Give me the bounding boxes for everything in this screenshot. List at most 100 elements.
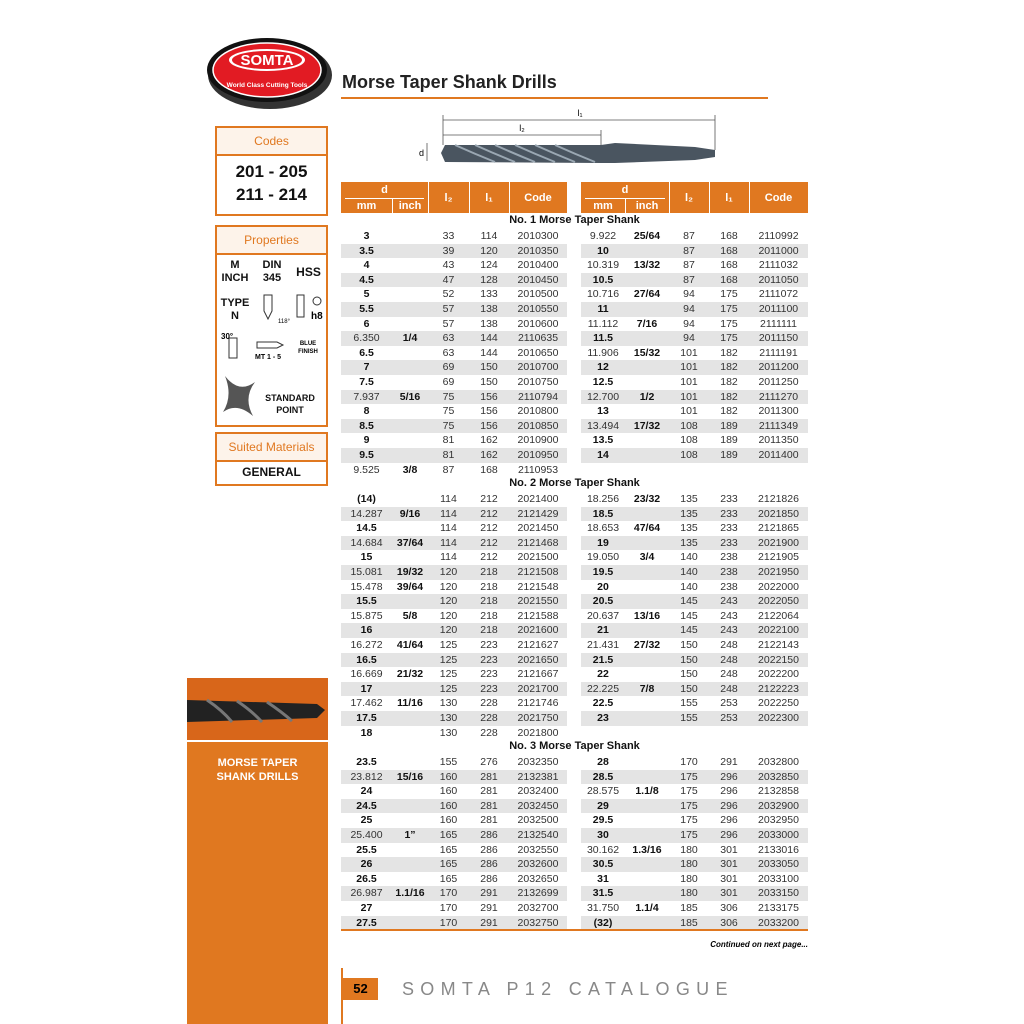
table-cell: 2021450: [517, 522, 559, 535]
section-title: No. 3 Morse Taper Shank: [509, 740, 640, 752]
table-cell: 185: [680, 902, 698, 914]
table-cell: 140: [680, 551, 698, 564]
table-cell: 238: [720, 580, 738, 593]
table-cell: 2022250: [758, 697, 799, 710]
row-band: [581, 331, 808, 346]
row-band: [341, 565, 567, 580]
table-cell: 175: [720, 317, 738, 330]
title-rule: [341, 97, 768, 99]
table-cell: 4.5: [359, 273, 374, 286]
drill-diagram: l₁ l₂ d: [419, 108, 716, 163]
side-label: MORSE TAPER: [217, 757, 298, 769]
prop-inch: INCH: [221, 272, 249, 284]
table-cell: 23: [597, 712, 609, 724]
table-cell: 2010650: [517, 346, 559, 359]
table-cell: 24.5: [356, 799, 377, 812]
row-band: [341, 886, 567, 901]
table-cell: 25/64: [633, 230, 661, 242]
table-cell: 1”: [404, 829, 416, 841]
table-cell: 19.5: [592, 566, 614, 578]
dim-l1: l₁: [577, 108, 582, 118]
prop-point: STANDARD: [265, 393, 315, 403]
table-cell: 13: [597, 405, 609, 418]
table-cell: 28.5: [592, 770, 614, 783]
table-cell: 165: [439, 829, 458, 841]
header-divider: [625, 199, 626, 213]
header-rule: [345, 198, 424, 199]
table-cell: 2032900: [758, 799, 799, 812]
table-cell: 138: [480, 303, 498, 315]
row-band: [341, 389, 567, 405]
table-cell: 175: [680, 770, 698, 783]
page-number: 52: [343, 978, 378, 1000]
table-cell: 168: [720, 230, 738, 242]
table-cell: 10: [597, 244, 609, 257]
section-title: No. 1 Morse Taper Shank: [509, 214, 640, 226]
row-band: [581, 243, 808, 259]
table-cell: 6: [363, 317, 370, 330]
prop-taper-angle: 30°: [221, 332, 233, 341]
table-cell: 69: [442, 361, 455, 374]
table-cell: 2022200: [758, 668, 799, 681]
table-cell: 2133016: [758, 843, 799, 856]
table-cell: 52: [442, 288, 455, 301]
table-cell: 1.3/16: [632, 843, 662, 856]
table-cell: 39/64: [396, 580, 424, 593]
table-cell: 9/16: [399, 507, 421, 520]
drill-photo-art: [187, 698, 325, 724]
table-cell: 87: [683, 259, 695, 272]
table-cell: 130: [439, 726, 458, 739]
table-cell: 182: [720, 346, 738, 359]
table-cell: 286: [480, 872, 498, 885]
table-cell: 23.812: [350, 770, 383, 783]
table-cell: 233: [720, 507, 738, 520]
prop-icons: 118° h8: [263, 294, 323, 325]
table-cell: 94: [683, 303, 695, 315]
table-cell: 5.5: [359, 303, 374, 315]
table-cell: 281: [480, 814, 498, 827]
table-cell: 2021800: [517, 726, 559, 739]
table-cell: 120: [439, 580, 458, 593]
table-cell: 156: [480, 419, 498, 432]
row-band: [341, 828, 567, 843]
table-cell: 2010750: [517, 376, 559, 388]
table-cell: 248: [720, 668, 738, 681]
table-cell: 296: [720, 785, 738, 798]
table-cell: 2011350: [758, 434, 799, 447]
table-cell: 233: [720, 522, 738, 535]
table-cell: 212: [480, 551, 498, 564]
table-cell: 180: [680, 887, 698, 900]
table-cell: 41/64: [396, 639, 424, 651]
table-cell: 20.637: [586, 609, 620, 622]
table-cell: 124: [480, 259, 498, 272]
table-cell: 2010800: [517, 405, 559, 418]
table-cell: 10.716: [586, 288, 620, 301]
table-cell: 114: [440, 536, 457, 549]
table-cell: 248: [720, 682, 738, 695]
table-cell: (14): [357, 493, 376, 505]
row-band: [581, 886, 808, 901]
table-cell: 2010900: [517, 434, 559, 447]
table-cell: 218: [480, 609, 498, 622]
table-cell: 2011200: [758, 361, 799, 374]
table-cell: 306: [720, 916, 738, 929]
table-cell: 301: [720, 843, 738, 856]
prop-finish: BLUE: [300, 341, 316, 347]
row-band: [581, 623, 808, 638]
table-cell: 5/16: [399, 390, 421, 403]
table-cell: 125: [439, 668, 458, 681]
table-cell: 1.1/4: [635, 902, 659, 914]
table-cell: 1.1/8: [635, 785, 659, 798]
table-cell: 30.162: [586, 843, 620, 856]
table-cell: 21.5: [592, 653, 614, 666]
table-cell: 114: [440, 522, 457, 535]
table-cell: 128: [480, 273, 498, 286]
table-cell: 2032750: [517, 916, 559, 929]
table-cell: 248: [720, 639, 738, 651]
table-cell: 253: [720, 712, 738, 724]
table-cell: 145: [680, 609, 698, 622]
table-cell: 11.112: [587, 317, 619, 330]
table-cell: 14.684: [350, 536, 383, 549]
table-cell: 228: [480, 712, 498, 724]
table-cell: 69: [442, 376, 455, 388]
